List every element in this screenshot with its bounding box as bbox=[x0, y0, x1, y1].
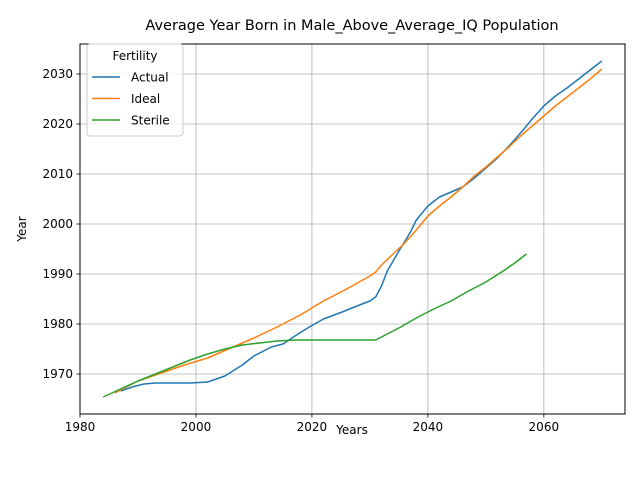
y-axis-label: Year bbox=[15, 216, 29, 242]
legend-title: Fertility bbox=[112, 49, 157, 63]
x-tick-label: 2020 bbox=[297, 420, 328, 434]
series-line-sterile bbox=[102, 253, 527, 398]
legend-label-sterile: Sterile bbox=[131, 114, 170, 128]
y-tick-label: 1970 bbox=[42, 367, 73, 381]
chart-title: Average Year Born in Male_Above_Average_… bbox=[145, 18, 558, 34]
legend: Fertility Actual Ideal Sterile bbox=[86, 43, 184, 137]
series-line-ideal bbox=[114, 68, 603, 394]
y-tick-label: 1980 bbox=[42, 317, 73, 331]
y-tick-label: 2020 bbox=[42, 117, 73, 131]
legend-box bbox=[86, 43, 184, 137]
series-line-actual bbox=[120, 60, 603, 392]
legend-label-ideal: Ideal bbox=[131, 92, 160, 106]
axis-ticks: 1980 2000 2020 2040 2060 1970 1980 1990 2000 2010… bbox=[42, 67, 559, 434]
series-lines bbox=[102, 60, 603, 398]
y-tick-label: 2010 bbox=[42, 167, 73, 181]
y-tick-label: 2030 bbox=[42, 67, 73, 81]
plot-frame bbox=[79, 43, 626, 415]
x-tick-label: 1980 bbox=[65, 420, 96, 434]
x-tick-label: 2040 bbox=[413, 420, 444, 434]
y-tick-label: 1990 bbox=[42, 267, 73, 281]
y-tick-label: 2000 bbox=[42, 217, 73, 231]
x-axis-label: Years bbox=[335, 423, 368, 437]
x-tick-label: 2060 bbox=[529, 420, 560, 434]
x-tick-label: 2000 bbox=[181, 420, 212, 434]
legend-label-actual: Actual bbox=[131, 71, 169, 85]
